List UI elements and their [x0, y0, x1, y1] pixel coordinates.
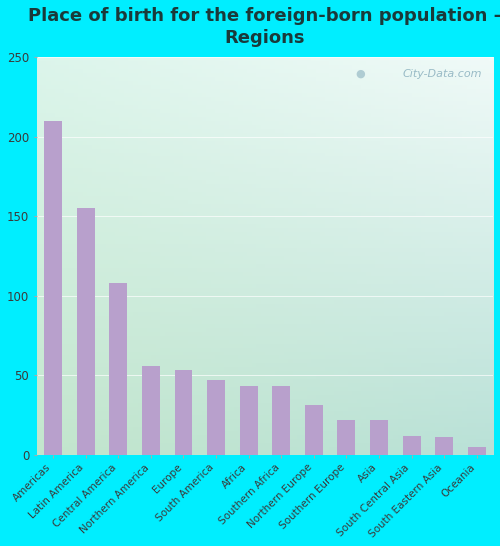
- Bar: [110, 283, 128, 455]
- Bar: [370, 420, 388, 455]
- Bar: [240, 386, 258, 455]
- Bar: [174, 370, 192, 455]
- Bar: [468, 447, 485, 455]
- Bar: [435, 437, 453, 455]
- Bar: [77, 208, 94, 455]
- Bar: [142, 366, 160, 455]
- Bar: [402, 436, 420, 455]
- Text: City-Data.com: City-Data.com: [402, 69, 481, 79]
- Text: ●: ●: [356, 69, 366, 79]
- Bar: [272, 386, 290, 455]
- Bar: [207, 380, 225, 455]
- Bar: [305, 405, 323, 455]
- Bar: [338, 420, 355, 455]
- Bar: [44, 121, 62, 455]
- Title: Place of birth for the foreign-born population -
Regions: Place of birth for the foreign-born popu…: [28, 7, 500, 47]
